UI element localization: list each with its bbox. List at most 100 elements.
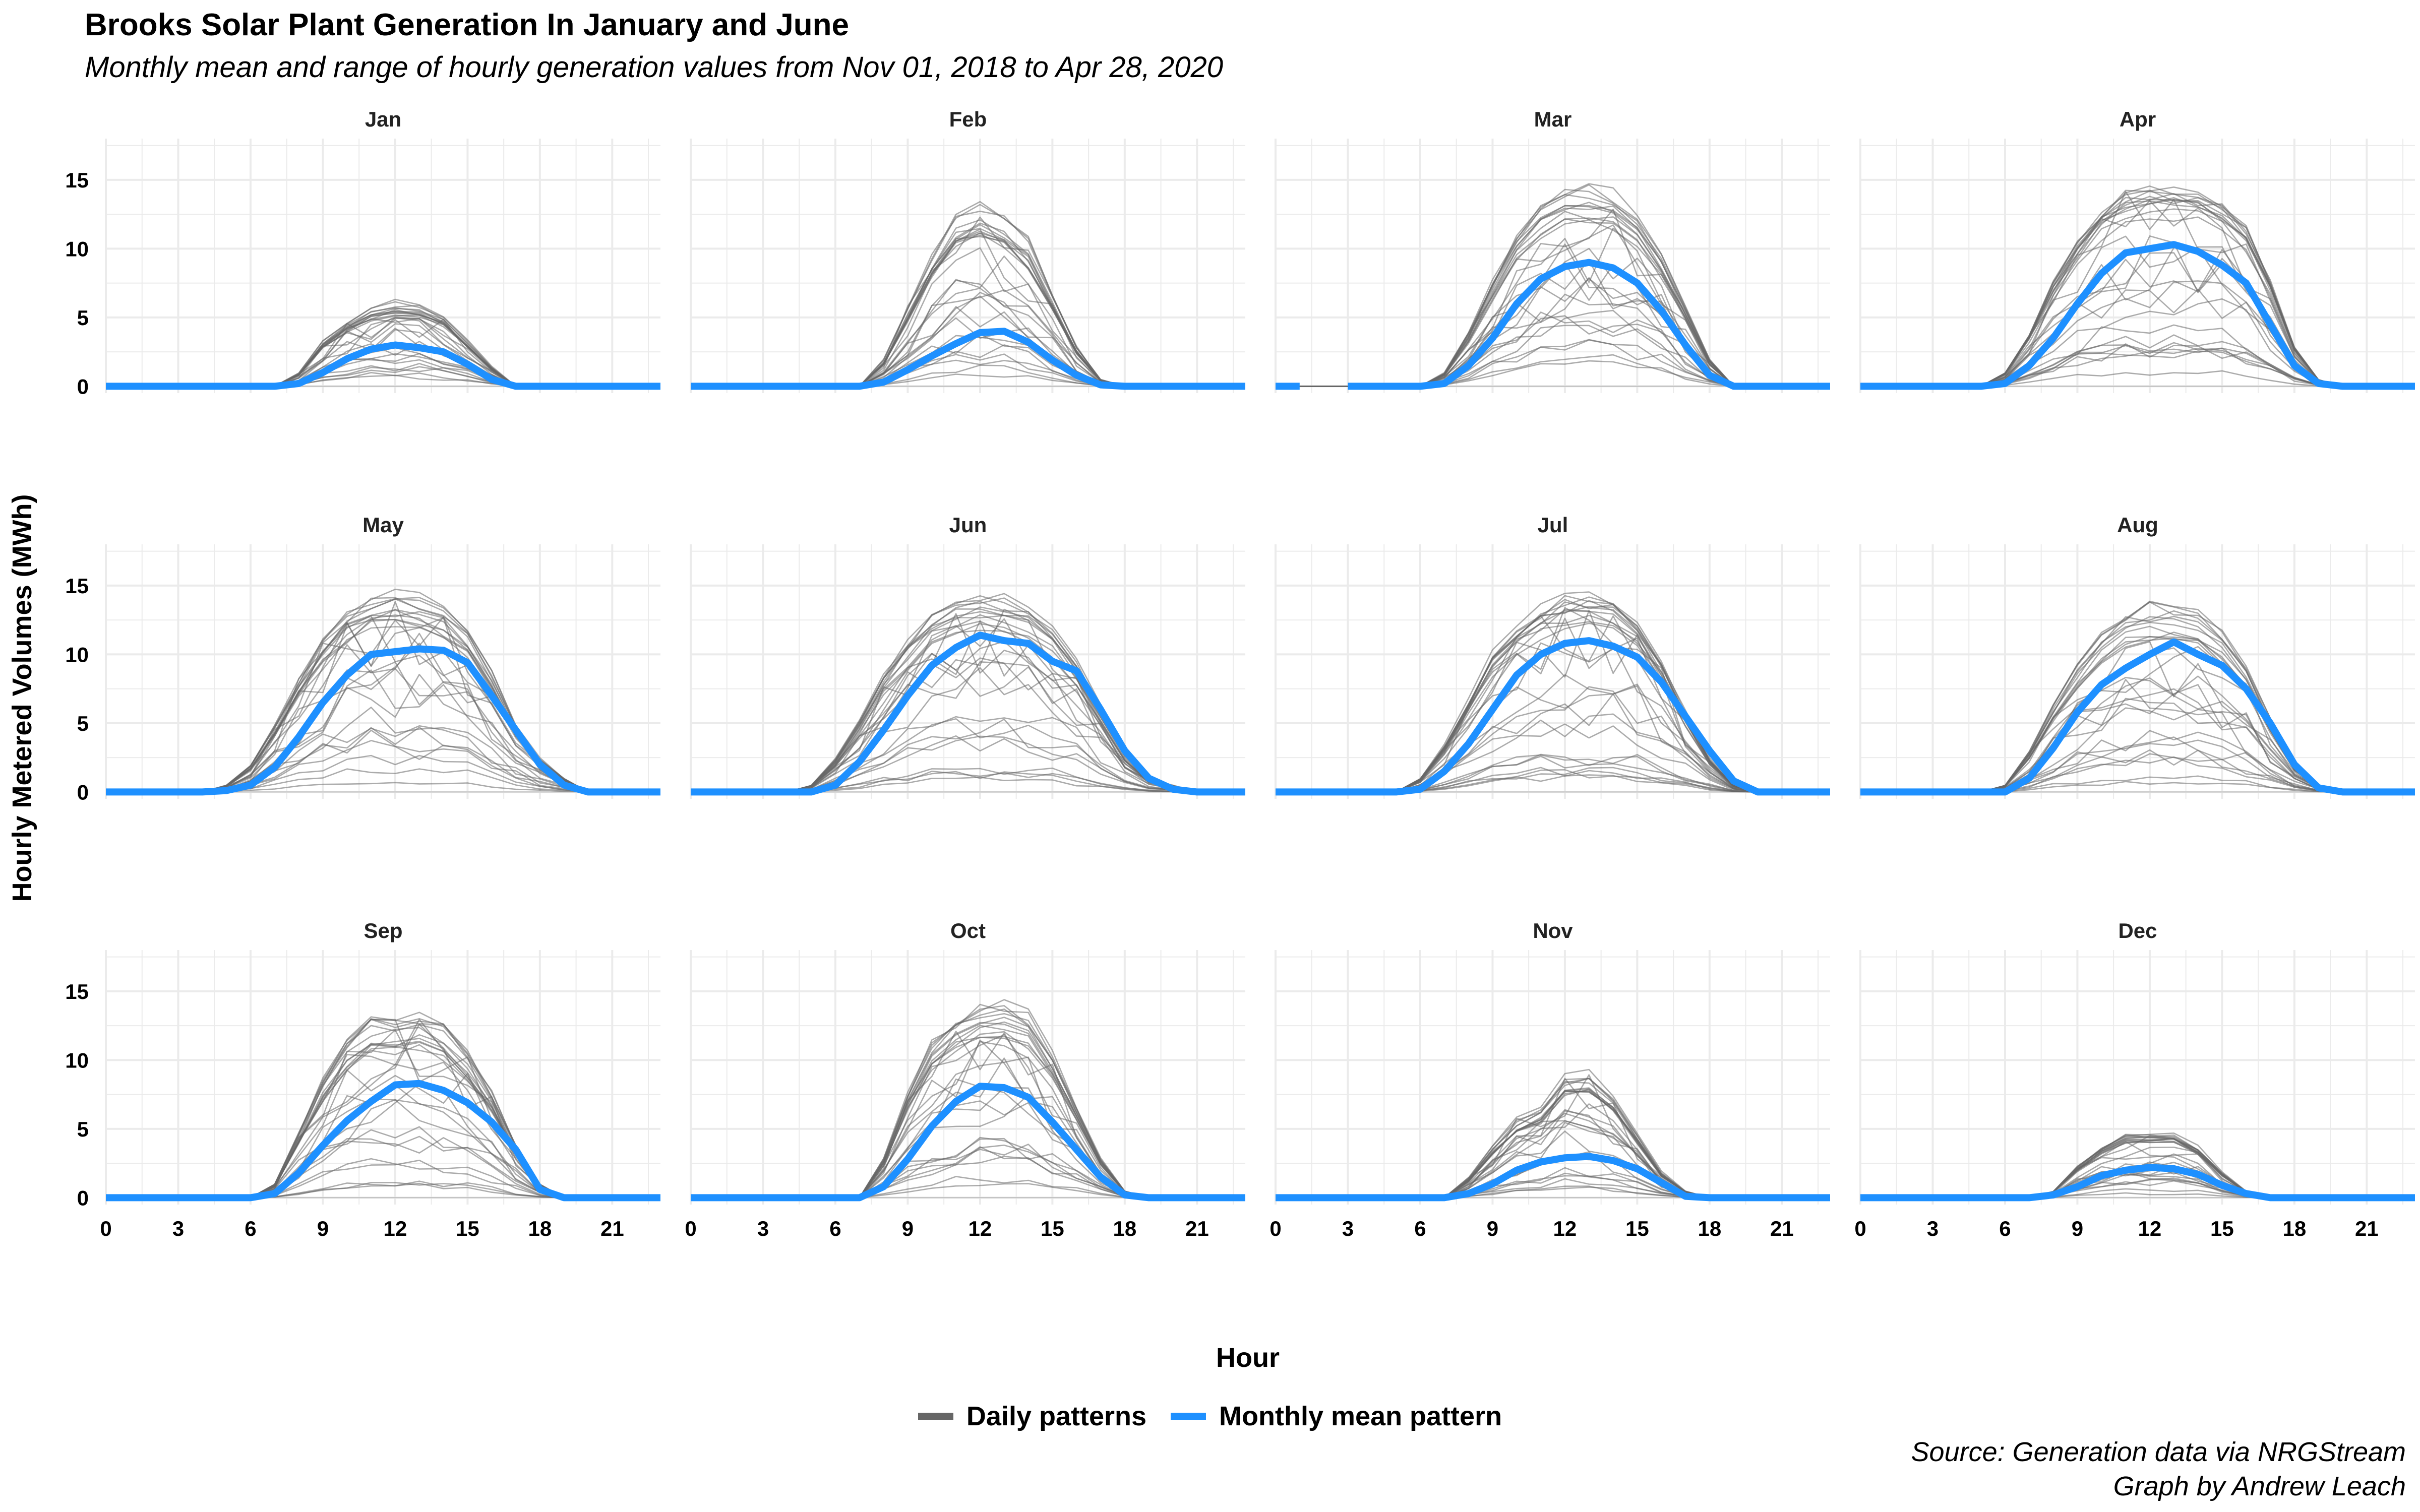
panel-title: May: [362, 513, 404, 537]
daily-pattern-line: [106, 673, 660, 793]
mean-pattern-line: [106, 341, 660, 390]
mean-pattern-line: [1276, 1153, 1830, 1202]
daily-pattern-line: [1276, 637, 1830, 793]
daily-pattern-line: [106, 601, 660, 793]
mean-pattern-line: [1860, 241, 2415, 390]
mean-pattern-line: [1276, 637, 1830, 796]
daily-pattern-line: [106, 347, 660, 387]
daily-pattern-line: [1860, 196, 2415, 387]
panel-may: May 0 5 10 15: [65, 513, 660, 804]
daily-pattern-line: [106, 353, 660, 387]
x-tick-label: 12: [2138, 1217, 2162, 1240]
daily-pattern-line: [1276, 339, 1830, 387]
x-tick-label: 12: [969, 1217, 992, 1240]
daily-pattern-line: [1276, 683, 1830, 793]
mean-pattern-line: [1348, 259, 1830, 390]
panel-title: Jan: [365, 107, 401, 131]
x-tick-label: 21: [600, 1217, 624, 1240]
daily-pattern-line: [106, 1084, 660, 1199]
x-tick-label: 3: [1342, 1217, 1354, 1240]
daily-pattern-line: [106, 614, 660, 793]
y-tick-label: 10: [65, 237, 89, 261]
daily-pattern-line: [691, 1137, 1245, 1199]
daily-pattern-line: [1276, 600, 1830, 793]
x-tick-label: 15: [456, 1217, 479, 1240]
panel-title: Sep: [364, 919, 402, 942]
x-tick-label: 9: [1487, 1217, 1498, 1240]
x-tick-label: 3: [172, 1217, 184, 1240]
x-tick-label: 12: [384, 1217, 407, 1240]
daily-pattern-line: [691, 1003, 1245, 1199]
daily-pattern-line: [106, 740, 660, 793]
daily-pattern-line: [106, 616, 660, 793]
daily-pattern-line: [1860, 610, 2415, 793]
daily-pattern-line: [1860, 200, 2415, 387]
daily-pattern-line: [1860, 350, 2415, 387]
daily-pattern-line: [691, 1138, 1245, 1199]
x-tick-label: 15: [1041, 1217, 1064, 1240]
daily-pattern-line: [1860, 185, 2415, 387]
panel-title: Jul: [1538, 513, 1568, 537]
daily-pattern-line: [1276, 293, 1830, 387]
panel-title: Dec: [2118, 919, 2157, 942]
x-tick-label: 3: [1927, 1217, 1939, 1240]
daily-pattern-line: [1860, 288, 2415, 387]
daily-pattern-line: [1276, 1109, 1830, 1199]
daily-pattern-line: [1860, 190, 2415, 387]
daily-pattern-line: [1860, 200, 2415, 387]
daily-pattern-line: [691, 1144, 1245, 1199]
daily-pattern-line: [106, 642, 660, 793]
daily-pattern-line: [1276, 205, 1830, 387]
daily-pattern-line: [1860, 600, 2415, 793]
x-tick-label: 15: [2210, 1217, 2234, 1240]
daily-pattern-line: [106, 1137, 660, 1199]
daily-pattern-line: [691, 1005, 1245, 1199]
daily-pattern-line: [691, 1017, 1245, 1199]
daily-pattern-line: [1860, 334, 2415, 387]
daily-pattern-line: [1276, 205, 1830, 387]
daily-pattern-line: [106, 358, 660, 387]
daily-pattern-line: [691, 1087, 1245, 1199]
x-tick-label: 21: [1770, 1217, 1794, 1240]
panel-jun: Jun: [690, 513, 1245, 799]
daily-pattern-line: [691, 1013, 1245, 1199]
daily-pattern-line: [691, 280, 1245, 387]
panel-title: Mar: [1534, 107, 1572, 131]
daily-pattern-line: [106, 1159, 660, 1199]
daily-pattern-line: [691, 1056, 1245, 1199]
daily-pattern-line: [106, 1126, 660, 1199]
daily-pattern-line: [106, 1024, 660, 1199]
daily-pattern-line: [1860, 739, 2415, 793]
daily-pattern-line: [691, 667, 1245, 793]
x-tick-label: 6: [1999, 1217, 2011, 1240]
daily-pattern-line: [691, 359, 1245, 387]
daily-pattern-line: [1276, 278, 1830, 387]
x-tick-label: 0: [1854, 1217, 1866, 1240]
panel-aug: Aug: [1859, 513, 2415, 799]
y-axis-label: Hourly Metered Volumes (MWh): [7, 494, 37, 902]
daily-pattern-line: [691, 593, 1245, 793]
x-tick-label: 18: [1113, 1217, 1137, 1240]
x-tick-label: 6: [829, 1217, 841, 1240]
daily-pattern-line: [106, 1136, 660, 1199]
y-tick-label: 15: [65, 168, 89, 192]
daily-pattern-line: [1860, 258, 2415, 387]
caption-source: Source: Generation data via NRGStream: [1911, 1437, 2406, 1467]
daily-pattern-line: [106, 618, 660, 793]
mean-pattern-line: [1860, 638, 2415, 796]
panel-feb: Feb: [690, 107, 1245, 393]
daily-pattern-line: [691, 1041, 1245, 1199]
legend-key-daily: [918, 1413, 953, 1420]
x-tick-label: 9: [2072, 1217, 2083, 1240]
daily-pattern-line: [1276, 188, 1830, 387]
daily-pattern-line: [106, 1040, 660, 1199]
x-tick-label: 12: [1553, 1217, 1577, 1240]
legend: Daily patterns Monthly mean pattern: [0, 1396, 2420, 1436]
daily-pattern-line: [1860, 216, 2415, 387]
x-tick-label: 3: [757, 1217, 769, 1240]
daily-pattern-line: [1276, 693, 1830, 793]
daily-pattern-line: [691, 1144, 1245, 1199]
y-tick-label: 0: [77, 1186, 89, 1210]
legend-label-mean: Monthly mean pattern: [1219, 1401, 1502, 1431]
y-tick-label: 0: [77, 374, 89, 398]
